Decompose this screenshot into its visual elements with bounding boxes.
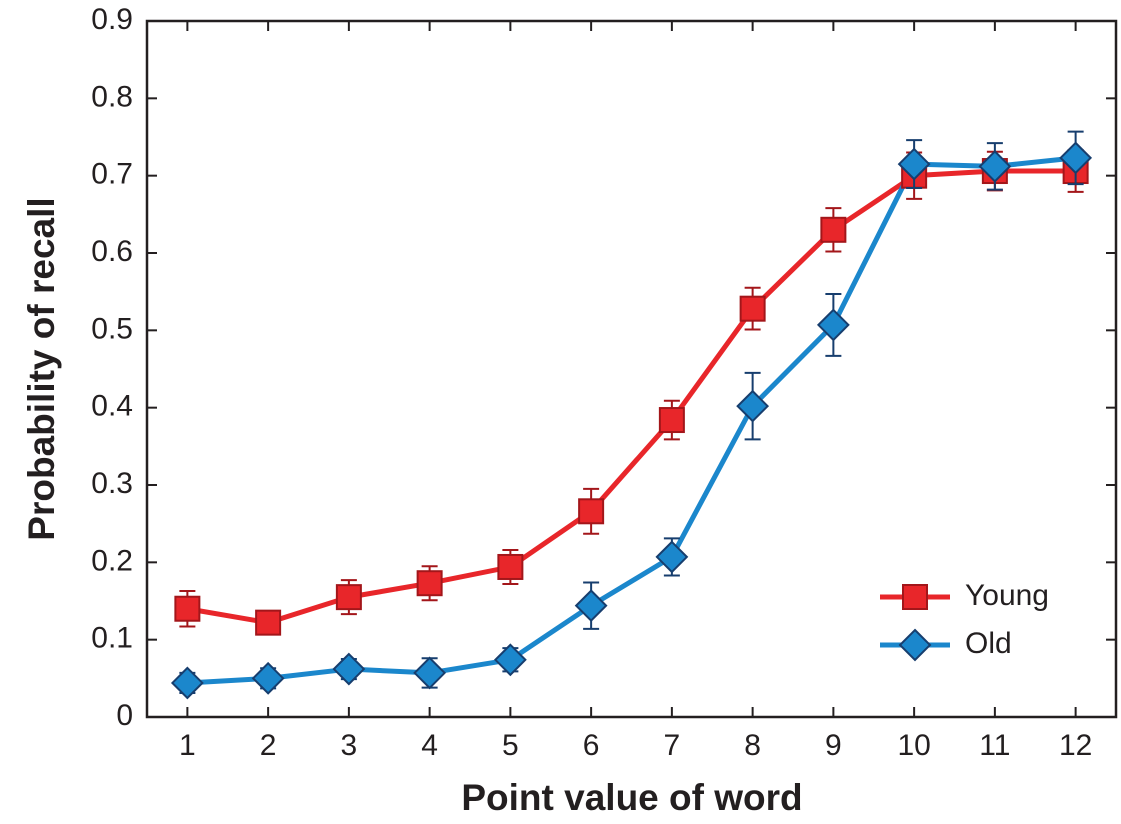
marker [578, 498, 605, 525]
marker [413, 656, 447, 690]
x-tick-label: 10 [897, 729, 930, 762]
marker [255, 609, 282, 636]
marker [335, 584, 362, 611]
marker [739, 295, 766, 322]
marker [897, 147, 931, 181]
marker [820, 216, 847, 243]
marker [736, 389, 770, 423]
y-tick-label: 0.3 [91, 467, 133, 500]
x-tick-label: 2 [260, 729, 277, 762]
x-tick-label: 5 [502, 729, 519, 762]
legend-marker [898, 628, 932, 662]
marker [497, 553, 524, 580]
x-tick-label: 7 [664, 729, 681, 762]
y-tick-label: 0.2 [91, 544, 133, 577]
x-tick-label: 1 [179, 729, 196, 762]
marker [574, 589, 608, 623]
y-tick-label: 0.6 [91, 235, 133, 268]
marker [493, 643, 527, 677]
y-tick-label: 0.1 [91, 622, 133, 655]
y-tick-label: 0.5 [91, 312, 133, 345]
marker [655, 540, 689, 574]
x-axis-label: Point value of word [461, 777, 802, 818]
marker [170, 666, 204, 700]
marker [251, 661, 285, 695]
marker [1059, 141, 1093, 175]
series-line [186, 168, 1076, 626]
x-tick-label: 4 [421, 729, 438, 762]
marker [816, 308, 850, 342]
legend-marker [902, 584, 928, 610]
x-tick-label: 8 [744, 729, 761, 762]
y-tick-label: 0.7 [91, 158, 133, 191]
marker [174, 595, 201, 622]
marker [332, 652, 366, 686]
y-axis-label: Probability of recall [21, 197, 62, 540]
y-tick-label: 0.4 [91, 390, 133, 423]
y-tick-label: 0.8 [91, 80, 133, 113]
x-tick-label: 6 [583, 729, 600, 762]
x-tick-label: 3 [341, 729, 358, 762]
legend-label: Young [965, 579, 1049, 612]
x-tick-label: 12 [1059, 729, 1092, 762]
x-tick-label: 9 [825, 729, 842, 762]
marker [416, 570, 443, 597]
marker [978, 149, 1012, 183]
legend-label: Old [965, 627, 1012, 660]
plot-frame [145, 19, 1118, 719]
marker [658, 407, 685, 434]
x-tick-label: 11 [979, 729, 1010, 762]
y-tick-label: 0 [116, 699, 133, 732]
y-tick-label: 0.9 [91, 3, 133, 36]
